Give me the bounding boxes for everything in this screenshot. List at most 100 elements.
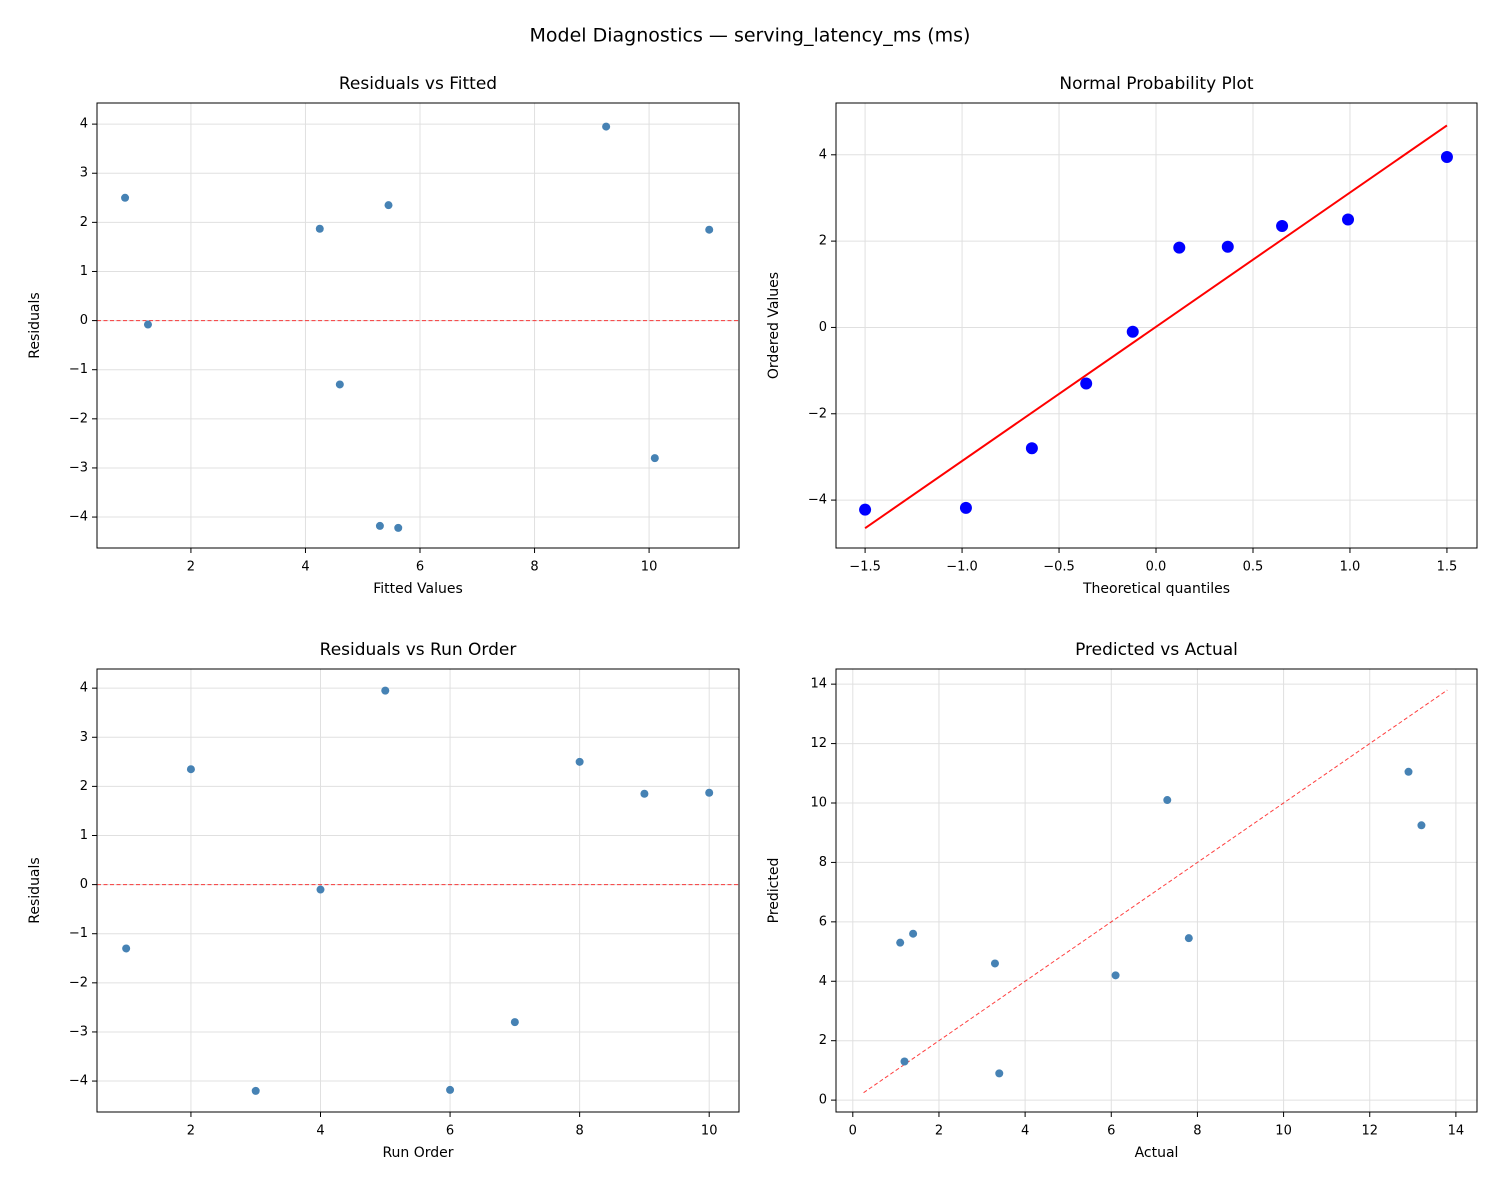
y-axis-label: Predicted — [766, 858, 782, 924]
point — [335, 380, 344, 389]
point — [859, 503, 872, 516]
x-tick-label: 10 — [701, 1124, 718, 1139]
point — [1342, 213, 1355, 226]
point — [1404, 767, 1413, 776]
y-tick-label: 4 — [80, 117, 88, 132]
point — [650, 454, 659, 463]
figure-title: Model Diagnostics — serving_latency_ms (… — [530, 25, 971, 47]
point — [1276, 220, 1289, 233]
point — [1221, 240, 1234, 253]
point — [143, 320, 152, 329]
y-tick-label: −2 — [808, 406, 827, 421]
point — [381, 686, 390, 695]
point — [186, 765, 195, 774]
y-tick-label: 4 — [819, 974, 827, 989]
x-axis-label: Actual — [1135, 1145, 1179, 1161]
x-tick-label: 4 — [316, 1124, 324, 1139]
y-tick-label: 3 — [80, 166, 88, 181]
y-tick-label: 2 — [819, 1033, 827, 1048]
point — [316, 885, 325, 894]
y-tick-label: 2 — [80, 779, 88, 794]
y-tick-label: 6 — [819, 914, 827, 929]
point — [995, 1069, 1004, 1078]
y-axis-label: Residuals — [27, 857, 43, 923]
point — [1111, 971, 1120, 980]
axes-frame — [835, 102, 1478, 549]
point — [1126, 325, 1139, 338]
y-tick-label: 8 — [819, 855, 827, 870]
x-tick-label: 6 — [416, 560, 424, 575]
y-tick-label: 1 — [80, 264, 88, 279]
point — [1440, 150, 1453, 163]
x-tick-label: 10 — [641, 560, 658, 575]
axes-frame — [96, 102, 740, 549]
y-tick-label: 4 — [819, 147, 827, 162]
x-tick-label: 2 — [187, 560, 195, 575]
point — [122, 944, 131, 953]
subplot: 2 4 6 8 10 −4 −3 −2 −1 0 1 2 3 4 Residuals vs Run Orde… — [27, 640, 740, 1161]
y-tick-label: 3 — [80, 730, 88, 745]
y-axis-label: Ordered Values — [766, 272, 782, 379]
subplot-title: Residuals vs Run Order — [320, 640, 517, 660]
point — [315, 224, 324, 233]
x-tick-label: 8 — [575, 1124, 583, 1139]
x-tick-label: 8 — [1193, 1124, 1201, 1139]
point — [384, 201, 393, 210]
y-tick-label: −3 — [69, 460, 88, 475]
x-tick-label: 10 — [1275, 1124, 1292, 1139]
y-tick-label: 2 — [80, 215, 88, 230]
subplot: 0 2 4 6 8 10 12 14 0 2 4 6 8 10 12 14 Predicted vs Actua… — [766, 640, 1478, 1161]
x-tick-label: 4 — [1021, 1124, 1029, 1139]
x-tick-label: 2 — [187, 1124, 195, 1139]
y-tick-label: 4 — [80, 681, 88, 696]
x-tick-label: 2 — [935, 1124, 943, 1139]
y-tick-label: 12 — [810, 736, 827, 751]
point — [121, 193, 130, 202]
x-tick-label: 14 — [1448, 1124, 1465, 1139]
subplot: 2 4 6 8 10 −4 −3 −2 −1 0 1 2 3 4 Residuals vs Fitted Fi… — [27, 74, 740, 597]
point — [1163, 796, 1172, 805]
y-tick-label: −4 — [808, 493, 827, 508]
point — [394, 523, 403, 532]
x-tick-label: −0.5 — [1043, 560, 1075, 575]
y-tick-label: −3 — [69, 1024, 88, 1039]
y-tick-label: 0 — [819, 1093, 827, 1108]
point — [1025, 442, 1038, 455]
x-tick-label: 1.0 — [1340, 560, 1361, 575]
point — [990, 959, 999, 968]
x-tick-label: 8 — [530, 560, 538, 575]
subplot-title: Residuals vs Fitted — [339, 74, 497, 94]
x-tick-label: 0.5 — [1243, 560, 1264, 575]
x-tick-label: 6 — [446, 1124, 454, 1139]
point — [446, 1085, 455, 1094]
y-tick-label: −4 — [69, 1074, 88, 1089]
point — [909, 929, 918, 938]
y-tick-label: −1 — [69, 926, 88, 941]
point — [1417, 821, 1426, 830]
y-tick-label: 0 — [80, 313, 88, 328]
x-axis-label: Run Order — [382, 1145, 453, 1161]
point — [959, 501, 972, 514]
subplot: −1.5 −1.0 −0.5 0.0 0.5 1.0 1.5 −4 −2 0 2 4 Normal Pr… — [766, 74, 1478, 597]
point — [900, 1057, 909, 1066]
point — [375, 521, 384, 530]
y-axis-label: Residuals — [27, 292, 43, 358]
point — [705, 225, 714, 234]
point — [602, 122, 611, 131]
point — [705, 788, 714, 797]
y-tick-label: 2 — [819, 234, 827, 249]
x-tick-label: −1.5 — [849, 560, 881, 575]
y-tick-label: 1 — [80, 828, 88, 843]
point — [640, 789, 649, 798]
point — [251, 1086, 260, 1095]
x-tick-label: 6 — [1107, 1124, 1115, 1139]
y-tick-label: −1 — [69, 362, 88, 377]
point — [1184, 934, 1193, 943]
y-tick-label: 0 — [819, 320, 827, 335]
y-tick-label: 14 — [810, 677, 827, 692]
x-tick-label: −1.0 — [946, 560, 978, 575]
x-tick-label: 12 — [1361, 1124, 1378, 1139]
